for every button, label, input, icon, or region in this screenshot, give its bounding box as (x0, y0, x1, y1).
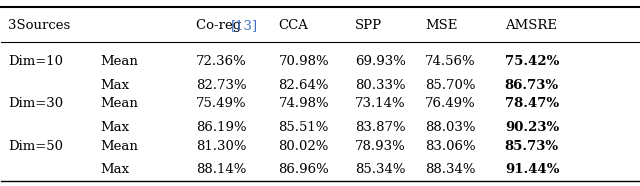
Text: 80.33%: 80.33% (355, 79, 406, 92)
Text: Mean: Mean (100, 97, 138, 110)
Text: MSE: MSE (425, 19, 458, 32)
Text: 74.56%: 74.56% (425, 55, 476, 68)
Text: 69.93%: 69.93% (355, 55, 406, 68)
Text: Mean: Mean (100, 55, 138, 68)
Text: 73.14%: 73.14% (355, 97, 406, 110)
Text: 91.44%: 91.44% (505, 163, 559, 177)
Text: Dim=30: Dim=30 (8, 97, 63, 110)
Text: 3Sources: 3Sources (8, 19, 70, 32)
Text: 76.49%: 76.49% (425, 97, 476, 110)
Text: Mean: Mean (100, 140, 138, 153)
Text: AMSRE: AMSRE (505, 19, 557, 32)
Text: Max: Max (100, 79, 129, 92)
Text: Dim=50: Dim=50 (8, 140, 63, 153)
Text: Dim=10: Dim=10 (8, 55, 63, 68)
Text: 90.23%: 90.23% (505, 121, 559, 134)
Text: 78.47%: 78.47% (505, 97, 559, 110)
Text: 72.36%: 72.36% (196, 55, 246, 68)
Text: 70.98%: 70.98% (278, 55, 329, 68)
Text: 85.34%: 85.34% (355, 163, 406, 177)
Text: 80.02%: 80.02% (278, 140, 329, 153)
Text: 88.03%: 88.03% (425, 121, 476, 134)
Text: 75.49%: 75.49% (196, 97, 246, 110)
Text: 88.34%: 88.34% (425, 163, 476, 177)
Text: CCA: CCA (278, 19, 308, 32)
Text: 78.93%: 78.93% (355, 140, 406, 153)
Text: 85.51%: 85.51% (278, 121, 329, 134)
Text: 75.42%: 75.42% (505, 55, 559, 68)
Text: 82.64%: 82.64% (278, 79, 329, 92)
Text: 74.98%: 74.98% (278, 97, 329, 110)
Text: 85.70%: 85.70% (425, 79, 476, 92)
Text: 86.96%: 86.96% (278, 163, 330, 177)
Text: SPP: SPP (355, 19, 382, 32)
Text: Max: Max (100, 163, 129, 177)
Text: 82.73%: 82.73% (196, 79, 246, 92)
Text: 81.30%: 81.30% (196, 140, 246, 153)
Text: 86.19%: 86.19% (196, 121, 246, 134)
Text: 86.73%: 86.73% (505, 79, 559, 92)
Text: [13]: [13] (231, 19, 258, 32)
Text: 83.87%: 83.87% (355, 121, 406, 134)
Text: Co-reg: Co-reg (196, 19, 245, 32)
Text: 85.73%: 85.73% (505, 140, 559, 153)
Text: Max: Max (100, 121, 129, 134)
Text: 88.14%: 88.14% (196, 163, 246, 177)
Text: 83.06%: 83.06% (425, 140, 476, 153)
